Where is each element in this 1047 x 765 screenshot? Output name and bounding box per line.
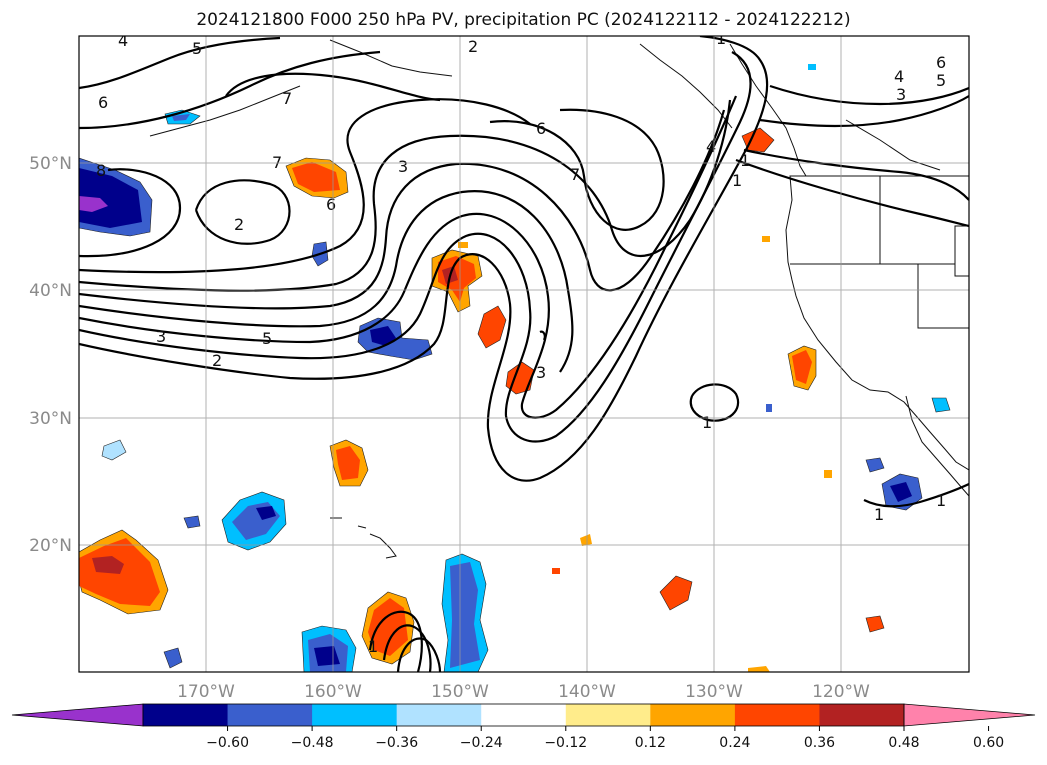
svg-text:2: 2 bbox=[212, 351, 222, 370]
lon-label: 130°W bbox=[685, 682, 743, 702]
svg-text:6: 6 bbox=[536, 119, 546, 138]
lon-label: 170°W bbox=[177, 682, 235, 702]
colorbar-tick-label: −0.12 bbox=[544, 735, 587, 751]
svg-text:7: 7 bbox=[282, 89, 292, 108]
lon-label: 120°W bbox=[812, 682, 870, 702]
svg-text:2: 2 bbox=[234, 215, 244, 234]
lon-label: 160°W bbox=[304, 682, 362, 702]
svg-text:6: 6 bbox=[98, 93, 108, 112]
colorbar-tick-label: 0.24 bbox=[719, 735, 750, 751]
svg-text:2: 2 bbox=[468, 37, 478, 56]
colorbar-segment bbox=[143, 704, 229, 726]
svg-text:1: 1 bbox=[716, 29, 726, 48]
colorbar-tick-label: 0.12 bbox=[635, 735, 666, 751]
colorbar-tick-label: −0.36 bbox=[375, 735, 418, 751]
svg-text:7: 7 bbox=[570, 165, 580, 184]
colorbar-segment bbox=[396, 704, 482, 726]
precip-negative-areas bbox=[79, 64, 951, 672]
svg-text:1: 1 bbox=[874, 505, 884, 524]
colorbar-segment bbox=[650, 704, 736, 726]
contour-labels: 4 5 6 7 8 6 7 3 2 3 5 6 7 4 1 1 2 3 4 5 … bbox=[96, 29, 946, 656]
lon-label: 140°W bbox=[558, 682, 616, 702]
svg-text:1: 1 bbox=[732, 171, 742, 190]
colorbar-extend-high bbox=[903, 703, 1036, 727]
svg-text:6: 6 bbox=[326, 195, 336, 214]
svg-text:4: 4 bbox=[894, 67, 904, 86]
svg-text:3: 3 bbox=[156, 327, 166, 346]
svg-text:1: 1 bbox=[740, 151, 750, 170]
colorbar-tick-label: 0.48 bbox=[888, 735, 919, 751]
colorbar-segment bbox=[734, 704, 820, 726]
colorbar-tick-labels: −0.60 −0.48 −0.36 −0.24 −0.12 0.12 0.24 0.36 0.4… bbox=[206, 726, 1004, 751]
svg-text:8: 8 bbox=[96, 161, 106, 180]
svg-text:1: 1 bbox=[936, 491, 946, 510]
longitude-labels: 170°W 160°W 150°W 140°W 130°W 120°W bbox=[177, 682, 870, 702]
colorbar-extend-low bbox=[11, 703, 144, 727]
colorbar-segment bbox=[565, 704, 651, 726]
lat-label: 30°N bbox=[29, 409, 72, 429]
svg-text:1: 1 bbox=[702, 413, 712, 432]
lat-label: 40°N bbox=[29, 281, 72, 301]
svg-text:4: 4 bbox=[706, 137, 716, 156]
svg-text:5: 5 bbox=[192, 39, 202, 58]
colorbar-tick-label: 0.36 bbox=[804, 735, 835, 751]
colorbar-segment bbox=[819, 704, 905, 726]
colorbar-segment bbox=[481, 704, 567, 726]
latitude-labels: 50°N 40°N 30°N 20°N bbox=[29, 154, 72, 556]
lon-label: 150°W bbox=[431, 682, 489, 702]
colorbar-border bbox=[142, 703, 905, 727]
map-frame bbox=[78, 35, 970, 673]
colorbar-segment bbox=[312, 704, 398, 726]
svg-text:5: 5 bbox=[936, 71, 946, 90]
svg-text:4: 4 bbox=[118, 31, 128, 50]
lat-label: 20°N bbox=[29, 536, 72, 556]
pv-contours bbox=[79, 36, 969, 672]
colorbar-tick-label: 0.60 bbox=[973, 735, 1004, 751]
gridlines bbox=[79, 36, 969, 672]
svg-text:5: 5 bbox=[262, 329, 272, 348]
map-title: 2024121800 F000 250 hPa PV, precipitatio… bbox=[196, 10, 851, 30]
svg-text:3: 3 bbox=[896, 85, 906, 104]
lat-label: 50°N bbox=[29, 154, 72, 174]
svg-text:1: 1 bbox=[368, 637, 378, 656]
svg-text:6: 6 bbox=[936, 53, 946, 72]
colorbar-segment bbox=[227, 704, 313, 726]
svg-text:3: 3 bbox=[536, 363, 546, 382]
colorbar-tick-label: −0.48 bbox=[291, 735, 334, 751]
colorbar bbox=[11, 703, 1036, 727]
colorbar-tick-label: −0.24 bbox=[460, 735, 503, 751]
svg-text:3: 3 bbox=[398, 157, 408, 176]
colorbar-tick-label: −0.60 bbox=[206, 735, 249, 751]
precip-positive-areas bbox=[79, 127, 885, 672]
